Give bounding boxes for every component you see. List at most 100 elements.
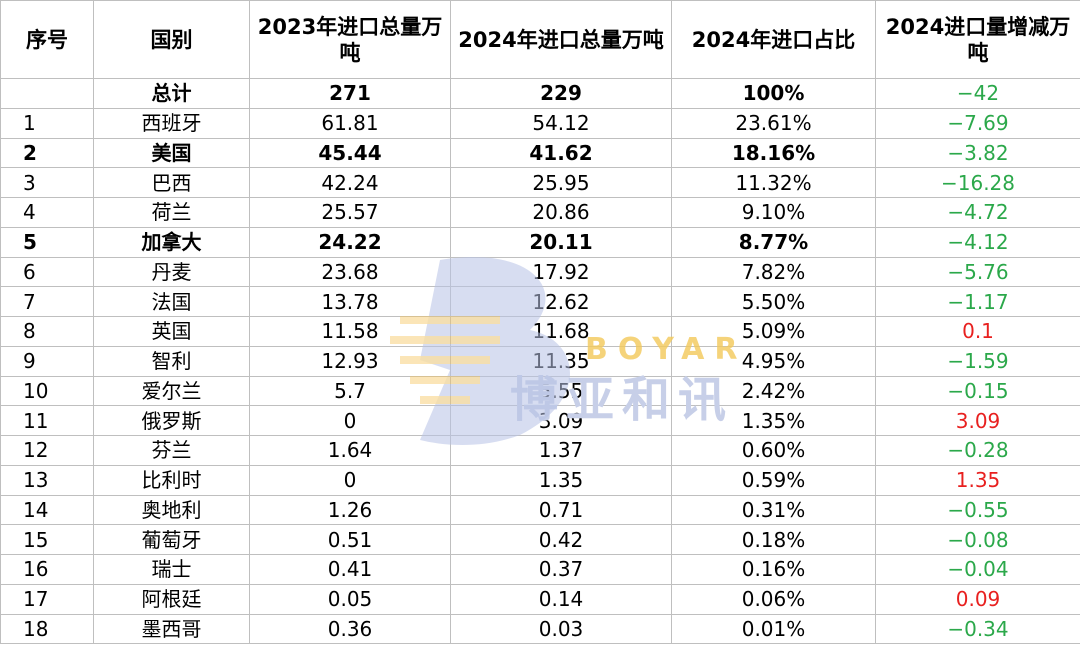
cell-country: 巴西	[93, 167, 250, 198]
cell-change-2024: −0.55	[875, 494, 1080, 526]
header-2023-volume: 2023年进口总量万吨	[249, 0, 451, 79]
cell-change-2024: −3.82	[875, 137, 1080, 169]
table-row: 4 荷兰 25.57 20.86 9.10% −4.72	[0, 197, 1080, 228]
cell-seq: 1	[0, 107, 94, 139]
cell-volume-2024: 1.35	[450, 464, 672, 496]
cell-volume-2023: 1.64	[249, 435, 451, 466]
cell-country: 爱尔兰	[93, 375, 250, 407]
cell-change-2024: −4.12	[875, 226, 1080, 258]
cell-seq: 5	[0, 226, 94, 258]
cell-volume-2023: 0	[249, 464, 451, 496]
cell-volume-2024: 12.62	[450, 286, 672, 317]
cell-change-2024: −1.17	[875, 286, 1080, 317]
table-row: 12 芬兰 1.64 1.37 0.60% −0.28	[0, 435, 1080, 466]
table-row: 13 比利时 0 1.35 0.59% 1.35	[0, 464, 1080, 496]
cell-volume-2024: 3.09	[450, 405, 672, 436]
cell-seq: 9	[0, 345, 94, 377]
table-row: 8 英国 11.58 11.68 5.09% 0.1	[0, 316, 1080, 347]
cell-volume-2024: 0.37	[450, 554, 672, 585]
table-row: 1 西班牙 61.81 54.12 23.61% −7.69	[0, 107, 1080, 139]
header-country: 国别	[93, 0, 250, 79]
cell-volume-2024: 11.35	[450, 345, 672, 377]
cell-share-2024: 0.31%	[671, 494, 876, 526]
cell-volume-2023: 1.26	[249, 494, 451, 526]
cell-seq: 13	[0, 464, 94, 496]
cell-share-2024: 0.06%	[671, 583, 876, 615]
cell-volume-2024: 17.92	[450, 256, 672, 288]
cell-share-2024: 11.32%	[671, 167, 876, 198]
table-row: 16 瑞士 0.41 0.37 0.16% −0.04	[0, 554, 1080, 585]
cell-change-2024: −0.08	[875, 524, 1080, 555]
cell-change-2024: −0.15	[875, 375, 1080, 407]
cell-country: 芬兰	[93, 435, 250, 466]
header-2024-share: 2024年进口占比	[671, 0, 876, 79]
table-row: 18 墨西哥 0.36 0.03 0.01% −0.34	[0, 613, 1080, 645]
total-row: 总计 271 229 100% −42	[0, 78, 1080, 109]
cell-country: 奥地利	[93, 494, 250, 526]
cell-share-2024: 5.50%	[671, 286, 876, 317]
cell-volume-2024: 41.62	[450, 137, 672, 169]
cell-seq: 2	[0, 137, 94, 169]
header-row: 序号 国别 2023年进口总量万吨 2024年进口总量万吨 2024年进口占比 …	[0, 0, 1080, 79]
cell-country: 法国	[93, 286, 250, 317]
cell-volume-2024: 1.37	[450, 435, 672, 466]
table-row: 15 葡萄牙 0.51 0.42 0.18% −0.08	[0, 524, 1080, 555]
cell-country: 阿根廷	[93, 583, 250, 615]
table-row: 6 丹麦 23.68 17.92 7.82% −5.76	[0, 256, 1080, 288]
table-row: 3 巴西 42.24 25.95 11.32% −16.28	[0, 167, 1080, 198]
cell-change-2024: −7.69	[875, 107, 1080, 139]
cell-volume-2024: 0.71	[450, 494, 672, 526]
cell-change-2024: −5.76	[875, 256, 1080, 288]
cell-country: 瑞士	[93, 554, 250, 585]
cell-volume-2024: 20.11	[450, 226, 672, 258]
cell-volume-2023: 12.93	[249, 345, 451, 377]
total-2023: 271	[249, 78, 451, 109]
cell-change-2024: −1.59	[875, 345, 1080, 377]
header-2024-volume: 2024年进口总量万吨	[450, 0, 672, 79]
cell-seq: 10	[0, 375, 94, 407]
cell-country: 俄罗斯	[93, 405, 250, 436]
cell-share-2024: 7.82%	[671, 256, 876, 288]
cell-seq: 7	[0, 286, 94, 317]
cell-volume-2023: 45.44	[249, 137, 451, 169]
total-seq	[0, 78, 94, 109]
cell-volume-2024: 0.14	[450, 583, 672, 615]
cell-volume-2023: 25.57	[249, 197, 451, 228]
cell-change-2024: −0.28	[875, 435, 1080, 466]
header-seq: 序号	[0, 0, 94, 79]
table-row: 9 智利 12.93 11.35 4.95% −1.59	[0, 345, 1080, 377]
cell-seq: 17	[0, 583, 94, 615]
cell-seq: 14	[0, 494, 94, 526]
header-2024-change: 2024进口量增减万吨	[875, 0, 1080, 79]
cell-volume-2024: 25.95	[450, 167, 672, 198]
cell-volume-2023: 23.68	[249, 256, 451, 288]
cell-change-2024: −0.04	[875, 554, 1080, 585]
cell-volume-2023: 42.24	[249, 167, 451, 198]
cell-seq: 16	[0, 554, 94, 585]
cell-volume-2023: 11.58	[249, 316, 451, 347]
cell-share-2024: 18.16%	[671, 137, 876, 169]
cell-seq: 11	[0, 405, 94, 436]
cell-share-2024: 23.61%	[671, 107, 876, 139]
cell-volume-2024: 0.03	[450, 613, 672, 645]
cell-country: 西班牙	[93, 107, 250, 139]
cell-country: 英国	[93, 316, 250, 347]
cell-seq: 6	[0, 256, 94, 288]
cell-volume-2023: 0	[249, 405, 451, 436]
cell-seq: 15	[0, 524, 94, 555]
cell-seq: 4	[0, 197, 94, 228]
cell-share-2024: 0.01%	[671, 613, 876, 645]
table-row: 2 美国 45.44 41.62 18.16% −3.82	[0, 137, 1080, 169]
cell-country: 加拿大	[93, 226, 250, 258]
cell-change-2024: 3.09	[875, 405, 1080, 436]
cell-seq: 3	[0, 167, 94, 198]
cell-volume-2024: 5.55	[450, 375, 672, 407]
cell-change-2024: −0.34	[875, 613, 1080, 645]
cell-share-2024: 0.59%	[671, 464, 876, 496]
table-row: 5 加拿大 24.22 20.11 8.77% −4.12	[0, 226, 1080, 258]
cell-change-2024: 1.35	[875, 464, 1080, 496]
cell-country: 葡萄牙	[93, 524, 250, 555]
table-row: 17 阿根廷 0.05 0.14 0.06% 0.09	[0, 583, 1080, 615]
cell-country: 荷兰	[93, 197, 250, 228]
